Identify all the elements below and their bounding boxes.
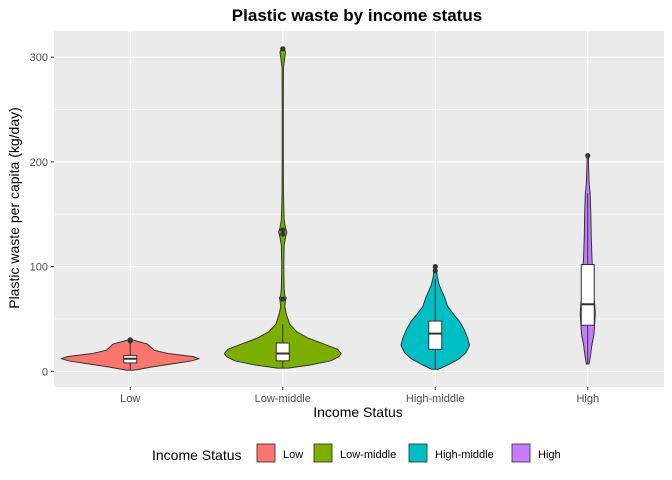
- outlier-point: [280, 231, 286, 237]
- violin-high-middle: [400, 263, 471, 370]
- y-tick-label: 0: [42, 366, 48, 378]
- x-tick-label: High-middle: [406, 393, 465, 405]
- y-tick-label: 300: [30, 52, 48, 64]
- outlier-point: [127, 337, 133, 343]
- box-iqr: [428, 320, 443, 350]
- plot-panel: [54, 31, 664, 387]
- legend-title: Income Status: [152, 447, 242, 463]
- legend-swatch: [511, 443, 531, 463]
- outlier-point: [432, 268, 438, 274]
- legend-swatch: [408, 443, 428, 463]
- legend-swatch: [313, 443, 333, 463]
- violin-low: [60, 337, 201, 371]
- outlier-point: [280, 46, 286, 52]
- y-tick-label: 100: [30, 262, 48, 274]
- outlier-point: [585, 153, 591, 159]
- legend-label: Low: [283, 449, 303, 461]
- box-iqr: [275, 342, 290, 362]
- violins: [60, 46, 596, 371]
- outlier-point: [280, 296, 286, 302]
- axes: 0 100 200 300 Low Low-middle High-middle High: [30, 52, 599, 405]
- legend-label: High: [538, 449, 561, 461]
- legend-item-low-middle: Low-middle: [313, 443, 396, 463]
- legend-item-high: High: [511, 443, 561, 463]
- chart-title: Plastic waste by income status: [232, 6, 482, 25]
- violin-high: [579, 153, 596, 365]
- x-axis-label: Income Status: [313, 404, 403, 420]
- x-tick-label: Low-middle: [255, 393, 311, 405]
- y-axis-label: Plastic waste per capita (kg/day): [6, 107, 22, 309]
- legend: Income Status Low Low-middle High-middle Hi…: [152, 443, 561, 463]
- legend-label: High-middle: [435, 449, 494, 461]
- x-tick-label: High: [576, 393, 599, 405]
- violin-low-middle: [223, 46, 342, 369]
- legend-label: Low-middle: [340, 449, 396, 461]
- y-tick-label: 200: [30, 157, 48, 169]
- box-iqr: [580, 263, 595, 326]
- legend-item-low: Low: [256, 443, 303, 463]
- x-tick-label: Low: [120, 393, 140, 405]
- outlier-point: [432, 263, 438, 270]
- outlier-point: [280, 227, 286, 233]
- legend-swatch: [256, 443, 276, 463]
- legend-item-high-middle: High-middle: [408, 443, 494, 463]
